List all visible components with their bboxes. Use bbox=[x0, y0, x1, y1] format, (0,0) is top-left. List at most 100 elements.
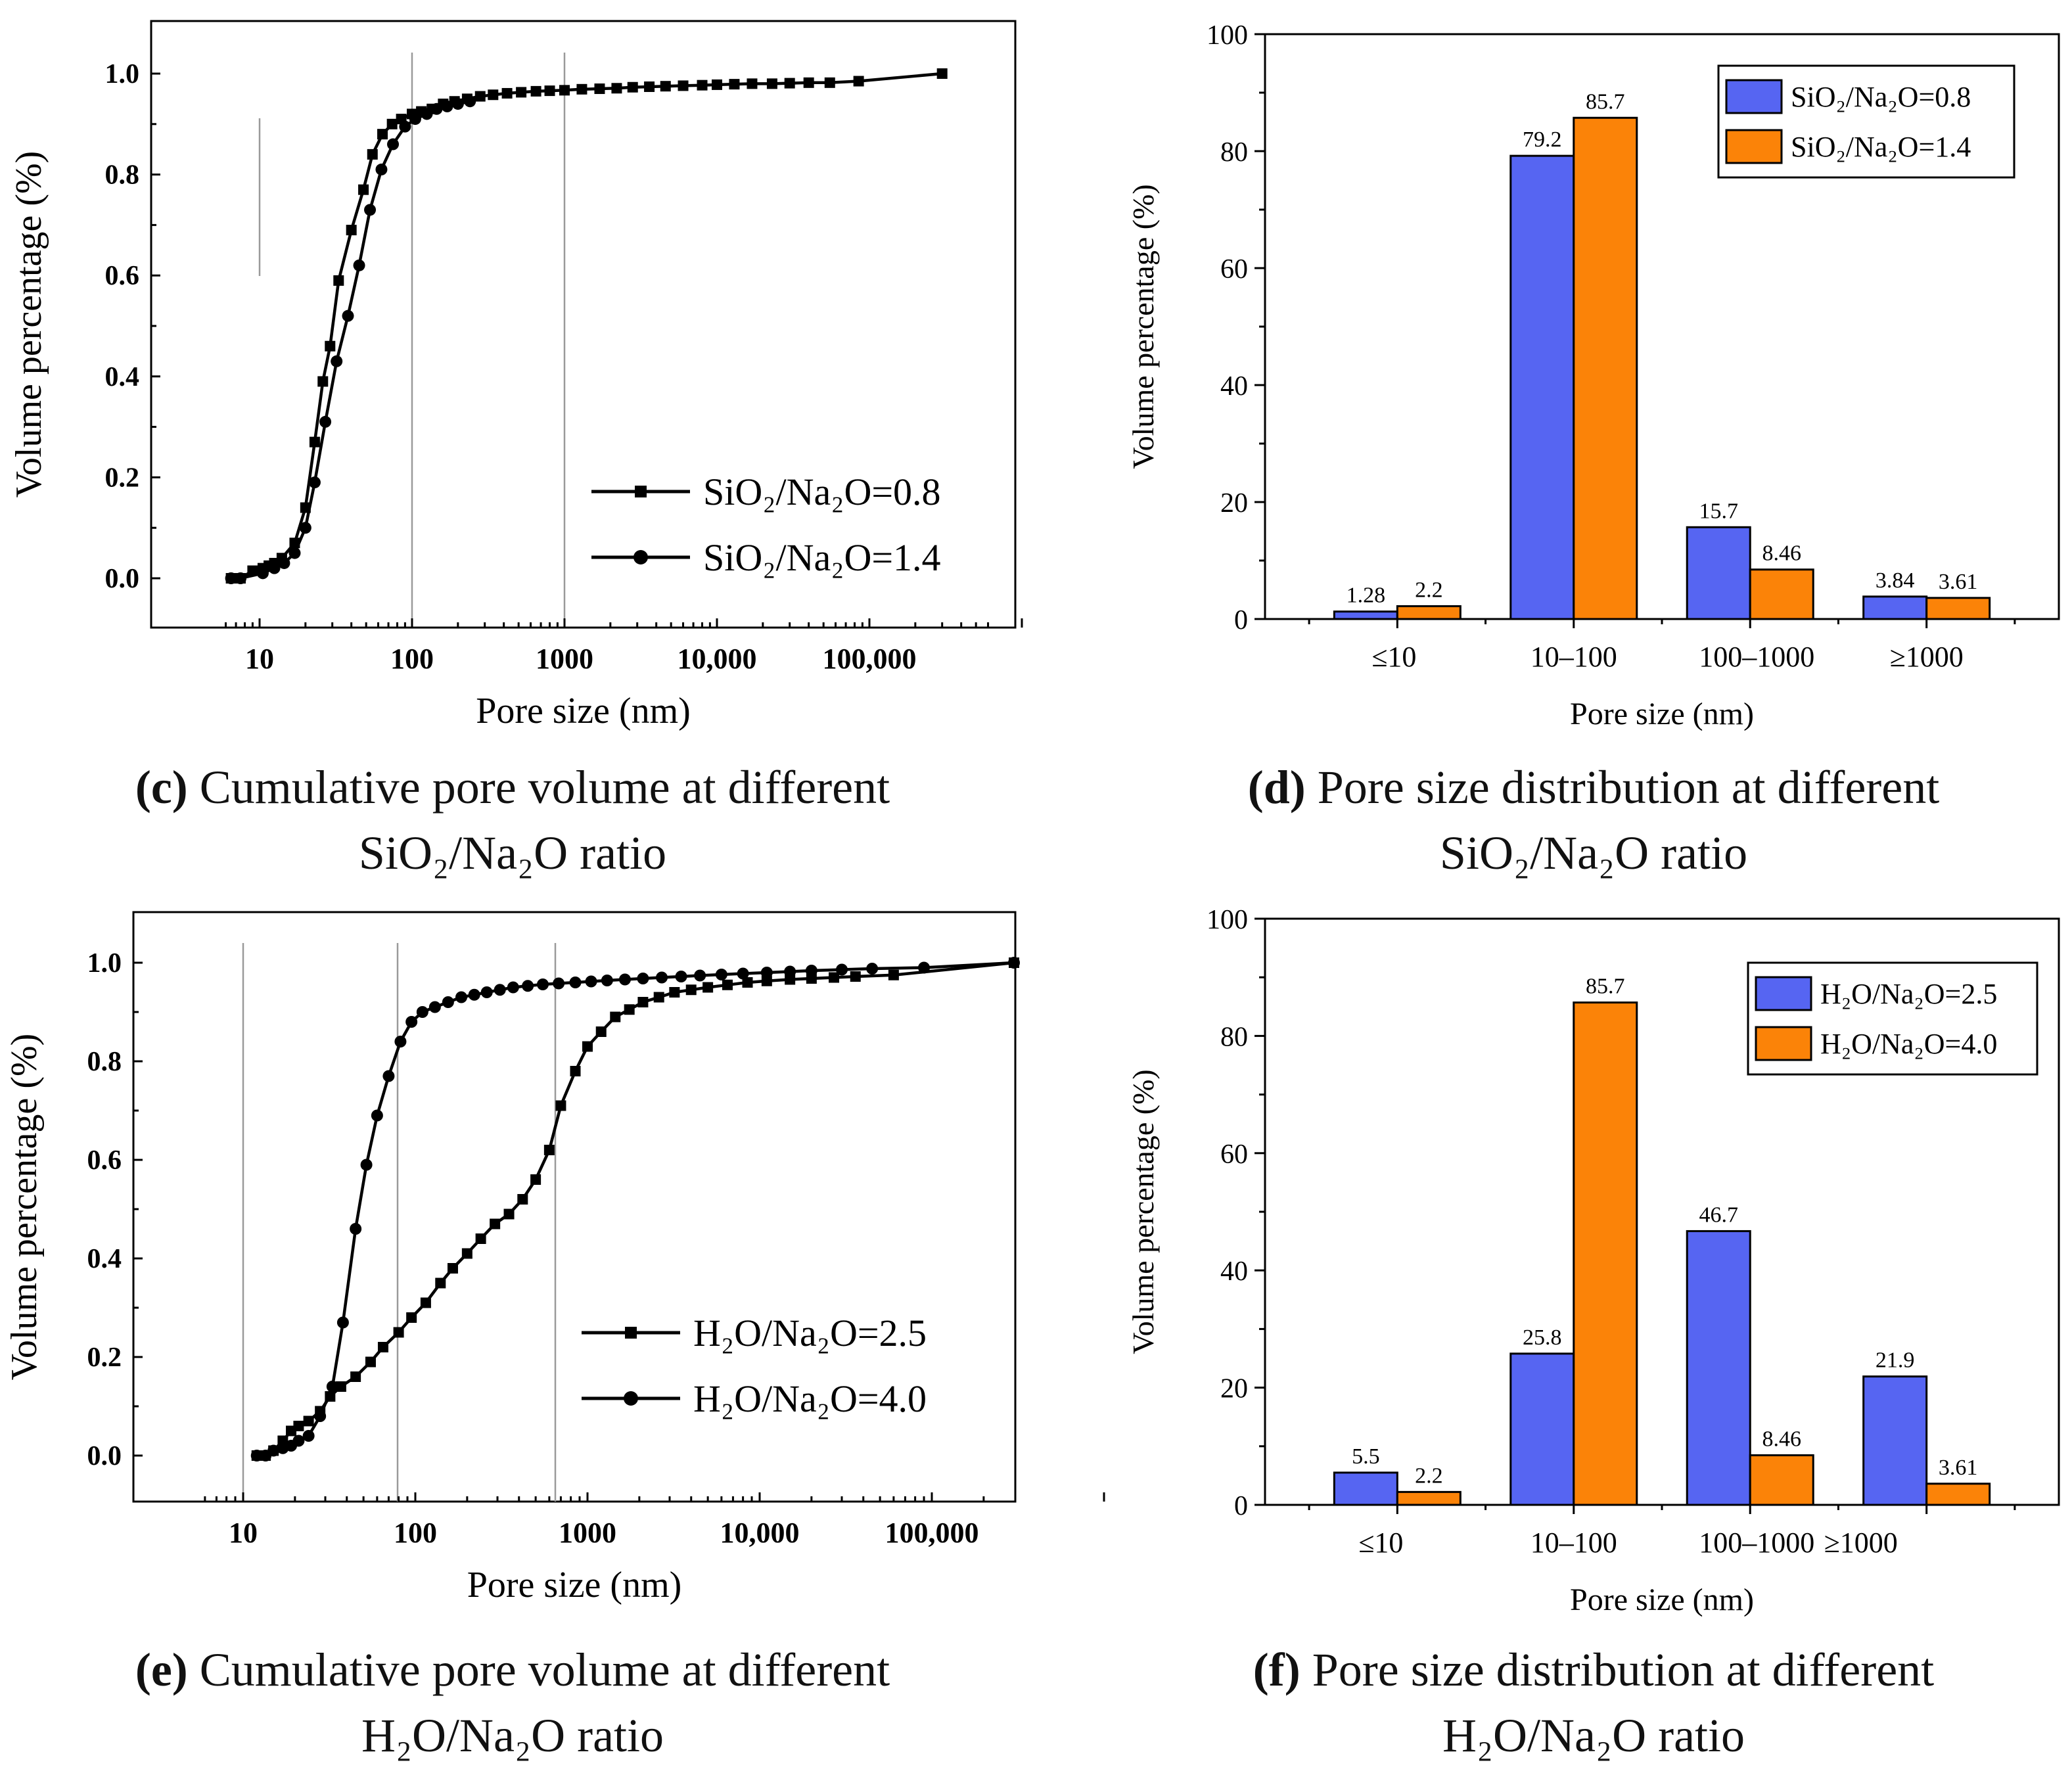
data-point-circle bbox=[442, 996, 454, 1008]
data-point-square bbox=[530, 1174, 541, 1185]
data-point-circle bbox=[225, 572, 237, 584]
data-label: 85.7 bbox=[1586, 89, 1625, 114]
data-label: 25.8 bbox=[1523, 1325, 1562, 1350]
data-point-circle bbox=[399, 120, 411, 133]
y-tick-label: 0.4 bbox=[87, 1244, 122, 1274]
data-point-square bbox=[420, 1297, 431, 1308]
data-point-square bbox=[742, 977, 753, 988]
x-tick-label: 10,000 bbox=[720, 1517, 800, 1549]
data-point-square bbox=[637, 997, 649, 1007]
x-tick-label: 10–100 bbox=[1531, 1527, 1617, 1559]
data-point-square bbox=[576, 83, 587, 95]
y-tick-label: 80 bbox=[1220, 1022, 1248, 1052]
legend-label: SiO₂/Na₂O=0.8 bbox=[703, 471, 941, 513]
caption-panel-letter: (f) bbox=[1253, 1644, 1301, 1696]
data-point-square bbox=[346, 225, 357, 236]
data-point-circle bbox=[428, 1001, 441, 1013]
data-point-circle bbox=[836, 963, 848, 976]
data-point-square bbox=[669, 987, 680, 998]
data-point-square bbox=[530, 85, 541, 97]
data-point-circle bbox=[618, 973, 631, 986]
legend-label: H₂O/Na₂O=2.5 bbox=[693, 1312, 927, 1354]
x-axis-label: Pore size (nm) bbox=[467, 1565, 682, 1605]
data-point-square bbox=[853, 76, 864, 87]
figure-caption-line1: (f) Pore size distribution at different bbox=[1253, 1644, 1934, 1696]
data-point-square bbox=[685, 984, 697, 996]
data-point-square bbox=[377, 129, 388, 140]
data-point-square bbox=[888, 969, 899, 980]
y-tick-label: 20 bbox=[1220, 488, 1248, 518]
data-label: 1.28 bbox=[1347, 584, 1386, 608]
x-tick-label: 1000 bbox=[536, 643, 593, 675]
data-point-circle bbox=[405, 1016, 418, 1028]
x-tick-label: 10 bbox=[229, 1517, 258, 1549]
data-point-circle bbox=[421, 108, 433, 120]
data-point-square bbox=[365, 1356, 376, 1368]
data-point-square bbox=[333, 275, 344, 286]
bar bbox=[1862, 1375, 1928, 1506]
figure-caption-line2: H₂O/Na₂O ratio bbox=[361, 1709, 664, 1762]
data-point-square bbox=[303, 1415, 314, 1427]
data-point-square bbox=[517, 1194, 528, 1205]
bar bbox=[1862, 595, 1928, 620]
data-point-circle bbox=[416, 1006, 428, 1018]
data-point-circle bbox=[494, 984, 506, 996]
y-axis-label: Volume percentage (%) bbox=[9, 151, 49, 498]
data-point-square bbox=[377, 1342, 388, 1352]
data-point-circle bbox=[464, 95, 476, 108]
data-point-square bbox=[729, 79, 740, 90]
data-point-square bbox=[627, 81, 638, 93]
figure-caption-line1: (c) Cumulative pore volume at different bbox=[135, 761, 890, 814]
data-point-circle bbox=[918, 961, 931, 974]
data-label: 8.46 bbox=[1762, 1427, 1801, 1452]
y-tick-label: 0.0 bbox=[87, 1441, 122, 1471]
data-point-square bbox=[559, 85, 570, 96]
data-point-circle bbox=[451, 98, 464, 110]
data-point-circle bbox=[866, 963, 879, 975]
y-tick-label: 40 bbox=[1220, 1256, 1248, 1287]
caption-text: Pore size distribution at different bbox=[1301, 1644, 1934, 1696]
x-tick-label: 10,000 bbox=[678, 643, 757, 675]
data-point-circle bbox=[278, 557, 290, 569]
data-point-square bbox=[624, 1004, 635, 1015]
data-label: 2.2 bbox=[1415, 578, 1443, 602]
data-point-circle bbox=[468, 988, 480, 1001]
data-point-circle bbox=[656, 971, 668, 984]
data-point-circle bbox=[256, 567, 269, 580]
y-tick-label: 0 bbox=[1234, 605, 1248, 635]
data-point-circle bbox=[387, 138, 400, 150]
data-point-circle bbox=[737, 967, 749, 980]
data-point-circle bbox=[585, 975, 597, 988]
data-point-circle bbox=[308, 476, 321, 489]
data-point-circle bbox=[350, 1223, 362, 1235]
data-point-square bbox=[544, 85, 555, 97]
data-point-circle bbox=[480, 986, 493, 998]
data-point-square bbox=[936, 68, 948, 79]
legend-label: H₂O/Na₂O=4.0 bbox=[1820, 1028, 1997, 1060]
data-point-circle bbox=[364, 204, 377, 216]
data-point-circle bbox=[455, 991, 467, 1003]
data-point-circle bbox=[784, 965, 796, 978]
chart-panel-f: 0 20 40 60 80 100 ≤10 5.5 2.2 10–100 25.8 85.7 100–1… bbox=[1126, 905, 2060, 1617]
data-point-square bbox=[474, 91, 486, 102]
bar bbox=[1396, 1490, 1462, 1506]
data-point-circle bbox=[360, 1159, 373, 1171]
caption-panel-letter: (e) bbox=[135, 1644, 188, 1696]
y-axis-label: Volume percentage (%) bbox=[4, 1034, 45, 1381]
data-point-circle bbox=[319, 415, 332, 428]
data-point-circle bbox=[268, 562, 281, 574]
data-point-square bbox=[406, 1312, 417, 1323]
data-point-square bbox=[594, 83, 605, 95]
data-point-square bbox=[555, 1100, 566, 1111]
legend-label: H₂O/Na₂O=2.5 bbox=[1820, 978, 1997, 1010]
data-point-circle bbox=[342, 310, 354, 322]
figure-caption-line2: SiO₂/Na₂O ratio bbox=[1440, 827, 1747, 879]
data-point-square bbox=[653, 992, 664, 1003]
data-point-square bbox=[611, 83, 622, 94]
y-axis-label: Volume percentage (%) bbox=[1126, 184, 1160, 469]
data-point-circle bbox=[675, 971, 687, 982]
figure-caption-line1: (d) Pore size distribution at different bbox=[1248, 761, 1939, 814]
legend-swatch bbox=[1725, 79, 1783, 114]
data-point-square bbox=[570, 1066, 581, 1076]
